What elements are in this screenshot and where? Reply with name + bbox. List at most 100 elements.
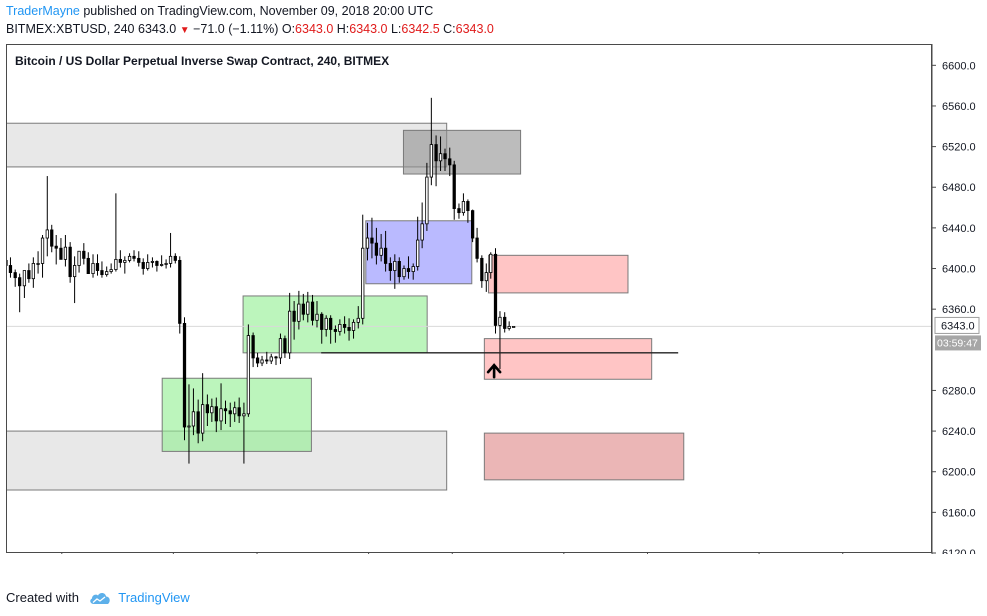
- candle-88: [406, 256, 411, 279]
- zone-box-0: [5, 122, 448, 168]
- candle-body: [228, 410, 232, 415]
- candle-body: [351, 321, 356, 331]
- price-tick-label: 6480.0: [942, 182, 976, 194]
- candle-85: [393, 254, 397, 289]
- candle-body: [278, 338, 283, 359]
- candle-body: [146, 262, 150, 269]
- price-tags: 6343.0 03:59:47: [934, 316, 981, 351]
- close-value: 6343.0: [455, 22, 494, 36]
- candle-81: [374, 227, 379, 265]
- candle-75: [347, 318, 351, 341]
- candle-body: [425, 176, 429, 225]
- last-price: 6343.0: [138, 22, 177, 36]
- candle-body: [438, 153, 443, 162]
- chart-area[interactable]: Bitcoin / US Dollar Perpetual Inverse Sw…: [4, 44, 981, 573]
- candle-body: [123, 259, 127, 263]
- candle-91: [420, 202, 424, 249]
- candle-109: [503, 312, 507, 333]
- candle-body: [493, 253, 498, 326]
- price-tick-label: 6560.0: [942, 101, 976, 113]
- candle-90: [416, 216, 420, 271]
- candle-body: [164, 263, 168, 265]
- chart-title: Bitcoin / US Dollar Perpetual Inverse Sw…: [15, 54, 389, 68]
- candle-14: [68, 242, 72, 283]
- price-tick-label: 6240.0: [942, 426, 976, 438]
- candle-body: [205, 404, 210, 414]
- countdown-tag: [935, 335, 981, 351]
- candle-body: [18, 277, 22, 287]
- candle-body: [457, 208, 461, 214]
- candle-body: [374, 242, 379, 256]
- candle-body: [370, 237, 374, 244]
- candle-body: [461, 201, 466, 214]
- zones-layer: [5, 122, 932, 491]
- candle-36: [168, 232, 173, 268]
- candle-82: [379, 233, 383, 262]
- candle-body: [452, 164, 456, 209]
- price-tick-label: 6120.0: [942, 548, 976, 554]
- candle-69: [320, 312, 324, 344]
- open-label: O:: [281, 22, 296, 36]
- candle-8: [40, 234, 45, 278]
- candle-42: [196, 399, 200, 444]
- candle-96: [443, 148, 447, 171]
- last-price-tag: [934, 316, 980, 334]
- symbol-line: BITMEX:XBTUSD, 240 6343.0 ▼ −71.0 (−1.11…: [6, 20, 981, 40]
- candle-body: [50, 229, 54, 247]
- candle-body: [324, 317, 328, 330]
- publish-line: TraderMayne published on TradingView.com…: [6, 2, 981, 20]
- low-value: 6342.5: [401, 22, 440, 36]
- candle-57: [265, 351, 269, 365]
- candle-6: [31, 257, 35, 288]
- candle-body: [484, 272, 488, 282]
- candle-body: [397, 261, 401, 278]
- candle-body: [31, 263, 35, 280]
- candle-2: [13, 269, 17, 287]
- author-link[interactable]: TraderMayne: [6, 4, 80, 18]
- candle-65: [301, 293, 305, 321]
- candle-body: [475, 237, 479, 259]
- candle-body: [137, 257, 141, 263]
- candle-5: [27, 263, 31, 283]
- candle-body: [150, 261, 155, 263]
- candle-58: [269, 353, 273, 365]
- candle-body: [315, 313, 319, 321]
- footer: Created with TradingView: [6, 590, 190, 605]
- candle-107: [493, 248, 498, 334]
- candle-body: [118, 258, 122, 263]
- candle-body: [320, 313, 324, 330]
- candle-body: [402, 268, 406, 278]
- candle-body: [434, 144, 438, 162]
- candle-body: [347, 327, 351, 331]
- candles-layer: [4, 97, 516, 464]
- candle-34: [160, 255, 164, 267]
- price-axis[interactable]: 6600.0 6560.0 6520.0 6480.0 6440.0 6400.0 6360…: [932, 60, 976, 560]
- candle-35: [164, 259, 168, 269]
- candle-23: [109, 263, 113, 274]
- price-tick-label: 6360.0: [942, 304, 976, 316]
- candle-body: [127, 255, 132, 261]
- candle-body: [269, 356, 273, 362]
- candle-body: [214, 406, 218, 422]
- tradingview-link[interactable]: TradingView: [118, 590, 190, 605]
- price-chart[interactable]: Bitcoin / US Dollar Perpetual Inverse Sw…: [4, 44, 981, 573]
- candle-body: [255, 357, 260, 364]
- candle-17: [82, 243, 86, 265]
- candle-33: [155, 260, 159, 272]
- candle-25: [118, 250, 122, 268]
- candle-40: [187, 384, 191, 464]
- candle-body: [59, 247, 63, 260]
- candle-92: [425, 162, 429, 231]
- candle-53: [246, 324, 251, 417]
- candle-56: [260, 355, 264, 367]
- candle-body: [466, 201, 470, 212]
- candle-body: [260, 359, 264, 364]
- candle-7: [36, 251, 40, 274]
- time-axis[interactable]: 2529Nov5812151922: [56, 553, 849, 573]
- candle-body: [489, 253, 493, 273]
- candle-body: [173, 255, 177, 261]
- price-tick-label: 6600.0: [942, 60, 976, 72]
- candle-body: [301, 303, 305, 315]
- candle-body: [22, 270, 27, 287]
- candle-73: [338, 319, 342, 336]
